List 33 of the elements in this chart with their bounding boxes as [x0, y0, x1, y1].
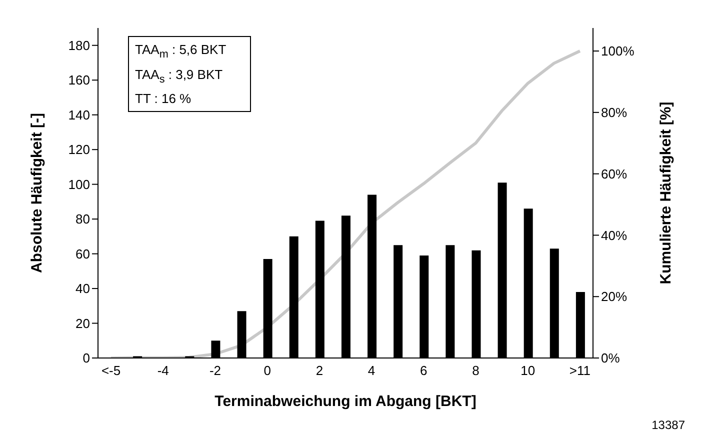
x-tick-label: 10 [520, 363, 536, 378]
y-axis-title: Absolute Häufigkeit [-] [28, 113, 46, 273]
x-tick-label: 4 [368, 363, 376, 378]
y-tick-label: 180 [68, 38, 90, 53]
annotation: TAA$_{s}$ : 3,9 BKT [135, 66, 224, 88]
text: 13387 [652, 418, 685, 432]
x-tick-label: >11 [569, 363, 591, 378]
y2-tick-label: 60% [601, 166, 628, 182]
x-tick-label: 6 [420, 363, 428, 378]
y-tick-label: 80 [76, 212, 90, 227]
y2-tick-label: 20% [601, 289, 628, 304]
x-tick-label: 8 [472, 363, 480, 378]
x-tick-label: 2 [316, 363, 324, 378]
y-tick-label: 0 [82, 350, 90, 366]
x-tick-label: -2 [209, 363, 222, 378]
y-tick-label: 100 [68, 176, 90, 192]
x-axis-title: Terminabweichung im Abgang [BKT] [214, 393, 476, 410]
y-tick-label: 40 [76, 281, 90, 296]
y-tick-label: 120 [68, 142, 90, 158]
x-tick-label: -4 [157, 363, 169, 378]
x-tick-label: <-5 [101, 363, 121, 378]
y-tick-label: 140 [68, 107, 90, 122]
y2-tick-label: 80% [601, 105, 628, 120]
y-tick-label: 20 [76, 316, 90, 331]
y2-tick-label: 40% [601, 228, 628, 243]
y-tick-label: 60 [76, 246, 90, 262]
y2-tick-label: 100% [601, 44, 635, 59]
y-tick-label: 160 [68, 72, 90, 88]
y2-axis-title: Kumulierte Häufigkeit [%] [657, 102, 674, 284]
y2-tick-label: 0% [601, 350, 620, 366]
annotation: TAA$_{m}$ : 5,6 BKT [135, 41, 226, 63]
x-tick-label: 0 [264, 363, 271, 378]
annotation: TT : 16 % [135, 90, 192, 108]
